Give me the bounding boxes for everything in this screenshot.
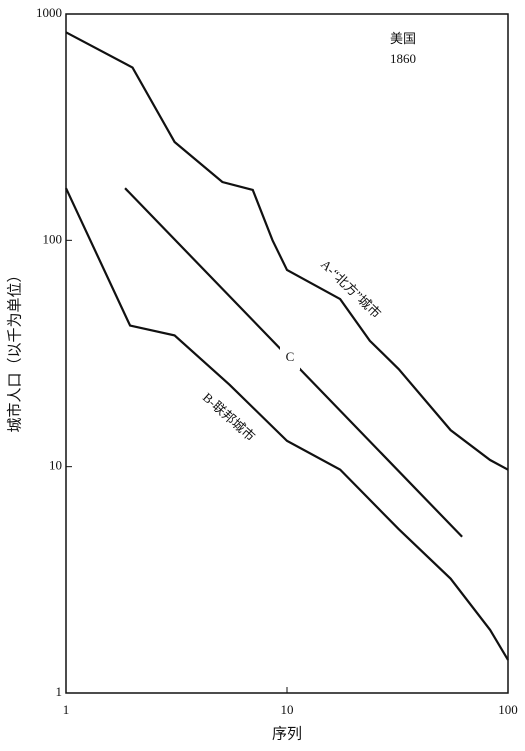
annotation: 美国: [390, 31, 416, 46]
series-line: [65, 187, 509, 661]
x-tick-label: 10: [281, 702, 294, 717]
annotation: 1860: [390, 51, 416, 66]
x-tick-label: 1: [63, 702, 70, 717]
label-background: [280, 346, 300, 370]
y-tick-label: 10: [49, 458, 62, 473]
y-tick-label: 100: [43, 231, 63, 246]
y-tick-label: 1000: [36, 5, 62, 20]
y-tick-label: 1: [56, 684, 63, 699]
x-axis-label: 序列: [272, 725, 302, 742]
series-line: [65, 31, 509, 471]
x-tick-label: 100: [498, 702, 518, 717]
annotation: B-联邦城市: [200, 390, 258, 445]
y-axis-label: 城市人口（以千为单位）: [6, 267, 23, 432]
annotation: A-“北方”城市: [318, 257, 384, 321]
annotation: C: [286, 349, 295, 364]
